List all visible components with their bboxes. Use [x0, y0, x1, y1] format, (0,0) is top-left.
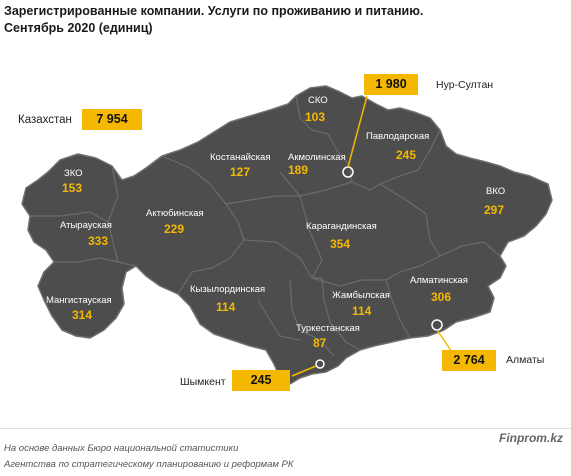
- region-borders: [30, 95, 501, 357]
- source-line-2: Агентства по стратегическому планировани…: [4, 459, 294, 470]
- region-name-mangistau: Мангистауская: [46, 295, 112, 306]
- region-value-almaty-reg: 306: [431, 290, 452, 304]
- brand-logo: Finprom.kz: [498, 431, 563, 445]
- region-name-zko: ЗКО: [64, 168, 83, 179]
- region-value-zko: 153: [62, 181, 83, 195]
- map-title: Зарегистрированные компании. Услуги по п…: [4, 3, 474, 37]
- region-value-aktobe: 229: [164, 222, 185, 236]
- almaty-leader: [436, 329, 453, 353]
- region-value-turkestan: 87: [313, 336, 327, 350]
- region-value-vko: 297: [484, 203, 505, 217]
- region-value-pavlodar: 245: [396, 148, 417, 162]
- region-name-karaganda: Карагандинская: [306, 221, 377, 232]
- region-value-akmola: 189: [288, 163, 309, 177]
- title-line-2: Сентябрь 2020 (единиц): [4, 21, 153, 35]
- title-line-1: Зарегистрированные компании. Услуги по п…: [4, 4, 424, 18]
- region-name-atyrau: Атырауская: [60, 220, 112, 231]
- region-value-kyzylorda: 114: [216, 300, 236, 314]
- almaty-value: 2 764: [442, 350, 496, 371]
- region-value-kostanay: 127: [230, 165, 251, 179]
- region-name-turkestan: Туркестанская: [296, 323, 360, 334]
- region-value-sko: 103: [305, 110, 326, 124]
- region-name-akmola: Акмолинская: [288, 152, 346, 163]
- footer-divider: [0, 428, 571, 429]
- shymkent-value: 245: [232, 370, 290, 391]
- region-name-zhambyl: Жамбылская: [332, 290, 390, 301]
- nur-sultan-value: 1 980: [364, 74, 418, 95]
- nur-sultan-label: Нур-Султан: [436, 79, 494, 91]
- shymkent-label: Шымкент: [180, 376, 226, 388]
- country-silhouette: [21, 85, 553, 385]
- region-value-atyrau: 333: [88, 234, 109, 248]
- region-name-pavlodar: Павлодарская: [366, 131, 430, 142]
- country-value: 7 954: [82, 109, 142, 130]
- region-value-zhambyl: 114: [352, 304, 372, 318]
- nur-sultan-leader: [347, 95, 368, 168]
- region-value-mangistau: 314: [72, 308, 93, 322]
- source-line-1: На основе данных Бюро национальной стати…: [4, 443, 239, 454]
- almaty-label: Алматы: [506, 354, 545, 366]
- region-name-sko: СКО: [308, 95, 328, 106]
- region-name-kyzylorda: Кызылординская: [190, 284, 266, 295]
- region-name-aktobe: Актюбинская: [146, 208, 204, 219]
- shymkent-leader: [291, 365, 317, 377]
- country-label: Казахстан: [18, 114, 72, 126]
- shymkent-marker: [315, 359, 325, 369]
- region-name-vko: ВКО: [486, 186, 506, 197]
- region-name-almaty-reg: Алматинская: [410, 275, 468, 286]
- region-value-karaganda: 354: [330, 237, 351, 251]
- source-note: На основе данных Бюро национальной стати…: [4, 441, 424, 473]
- region-name-kostanay: Костанайская: [210, 152, 271, 163]
